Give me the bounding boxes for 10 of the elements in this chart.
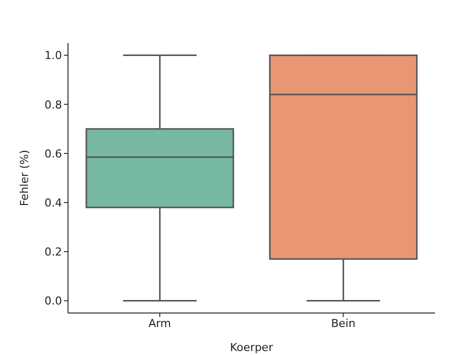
x-tick-label: Bein (331, 316, 356, 330)
y-tick-label: 0.8 (44, 98, 62, 112)
x-axis-title: Koerper (230, 341, 274, 354)
y-axis-title: Fehler (%) (18, 150, 31, 206)
x-tick-label: Arm (148, 316, 172, 330)
y-tick-label: 0.2 (44, 246, 62, 259)
y-tick-label: 0.0 (44, 294, 62, 308)
y-tick-label: 1.0 (44, 49, 62, 62)
y-tick-label: 0.4 (44, 196, 62, 210)
y-tick-label: 0.6 (44, 147, 62, 160)
